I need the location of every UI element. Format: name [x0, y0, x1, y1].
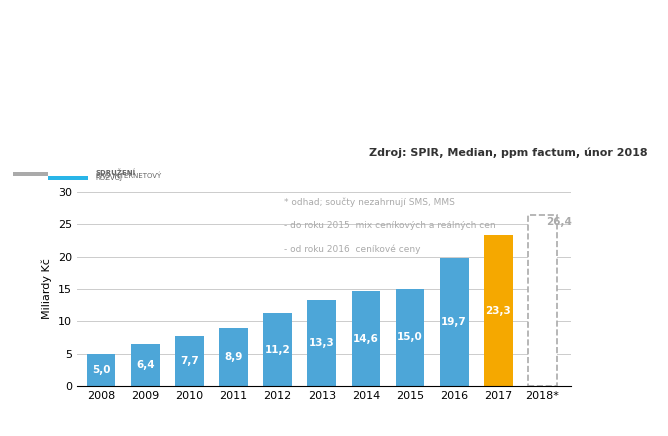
Text: 19,7: 19,7 — [442, 317, 467, 327]
Text: ROZVOJ: ROZVOJ — [96, 174, 123, 181]
Text: - do roku 2015  mix ceníkových a reálných cen: - do roku 2015 mix ceníkových a reálných… — [285, 221, 496, 230]
Text: * odhad; součty nezahrnují SMS, MMS: * odhad; součty nezahrnují SMS, MMS — [285, 198, 456, 207]
Bar — [48, 176, 88, 180]
Text: Vývoj celkových výdajů do internetové inzerce: Vývoj celkových výdajů do internetové in… — [88, 37, 580, 58]
Bar — [440, 259, 468, 386]
Text: 5,0: 5,0 — [92, 364, 110, 375]
Text: 11,2: 11,2 — [265, 344, 291, 354]
Text: 7,7: 7,7 — [180, 356, 199, 366]
Bar — [395, 289, 424, 386]
Text: 15,0: 15,0 — [397, 332, 423, 342]
Text: SDRUŽENÍ: SDRUŽENÍ — [96, 170, 136, 177]
Bar — [219, 328, 248, 386]
Bar — [131, 344, 160, 386]
Bar — [263, 313, 292, 386]
Text: 14,6: 14,6 — [353, 334, 379, 344]
Bar — [48, 171, 88, 176]
Text: Zdroj: SPIR, Median, ppm factum, únor 2018: Zdroj: SPIR, Median, ppm factum, únor 20… — [369, 147, 648, 158]
Bar — [484, 235, 512, 386]
Text: v mld. Kč: v mld. Kč — [285, 88, 383, 106]
Bar — [13, 176, 53, 180]
Text: 23,3: 23,3 — [486, 306, 511, 316]
Text: - od roku 2016  ceníkové ceny: - od roku 2016 ceníkové ceny — [285, 244, 421, 254]
Bar — [307, 300, 336, 386]
Text: 8,9: 8,9 — [224, 352, 242, 362]
Bar — [13, 172, 87, 180]
Bar — [528, 215, 557, 386]
Text: PRO INTERNETOVÝ: PRO INTERNETOVÝ — [96, 172, 161, 179]
Bar — [87, 354, 116, 386]
Text: 13,3: 13,3 — [309, 338, 335, 348]
Y-axis label: Miliardy Kč: Miliardy Kč — [42, 259, 52, 319]
Text: 6,4: 6,4 — [136, 360, 154, 370]
Bar — [175, 336, 204, 386]
Bar — [351, 291, 380, 386]
Text: 26,4: 26,4 — [546, 217, 572, 227]
